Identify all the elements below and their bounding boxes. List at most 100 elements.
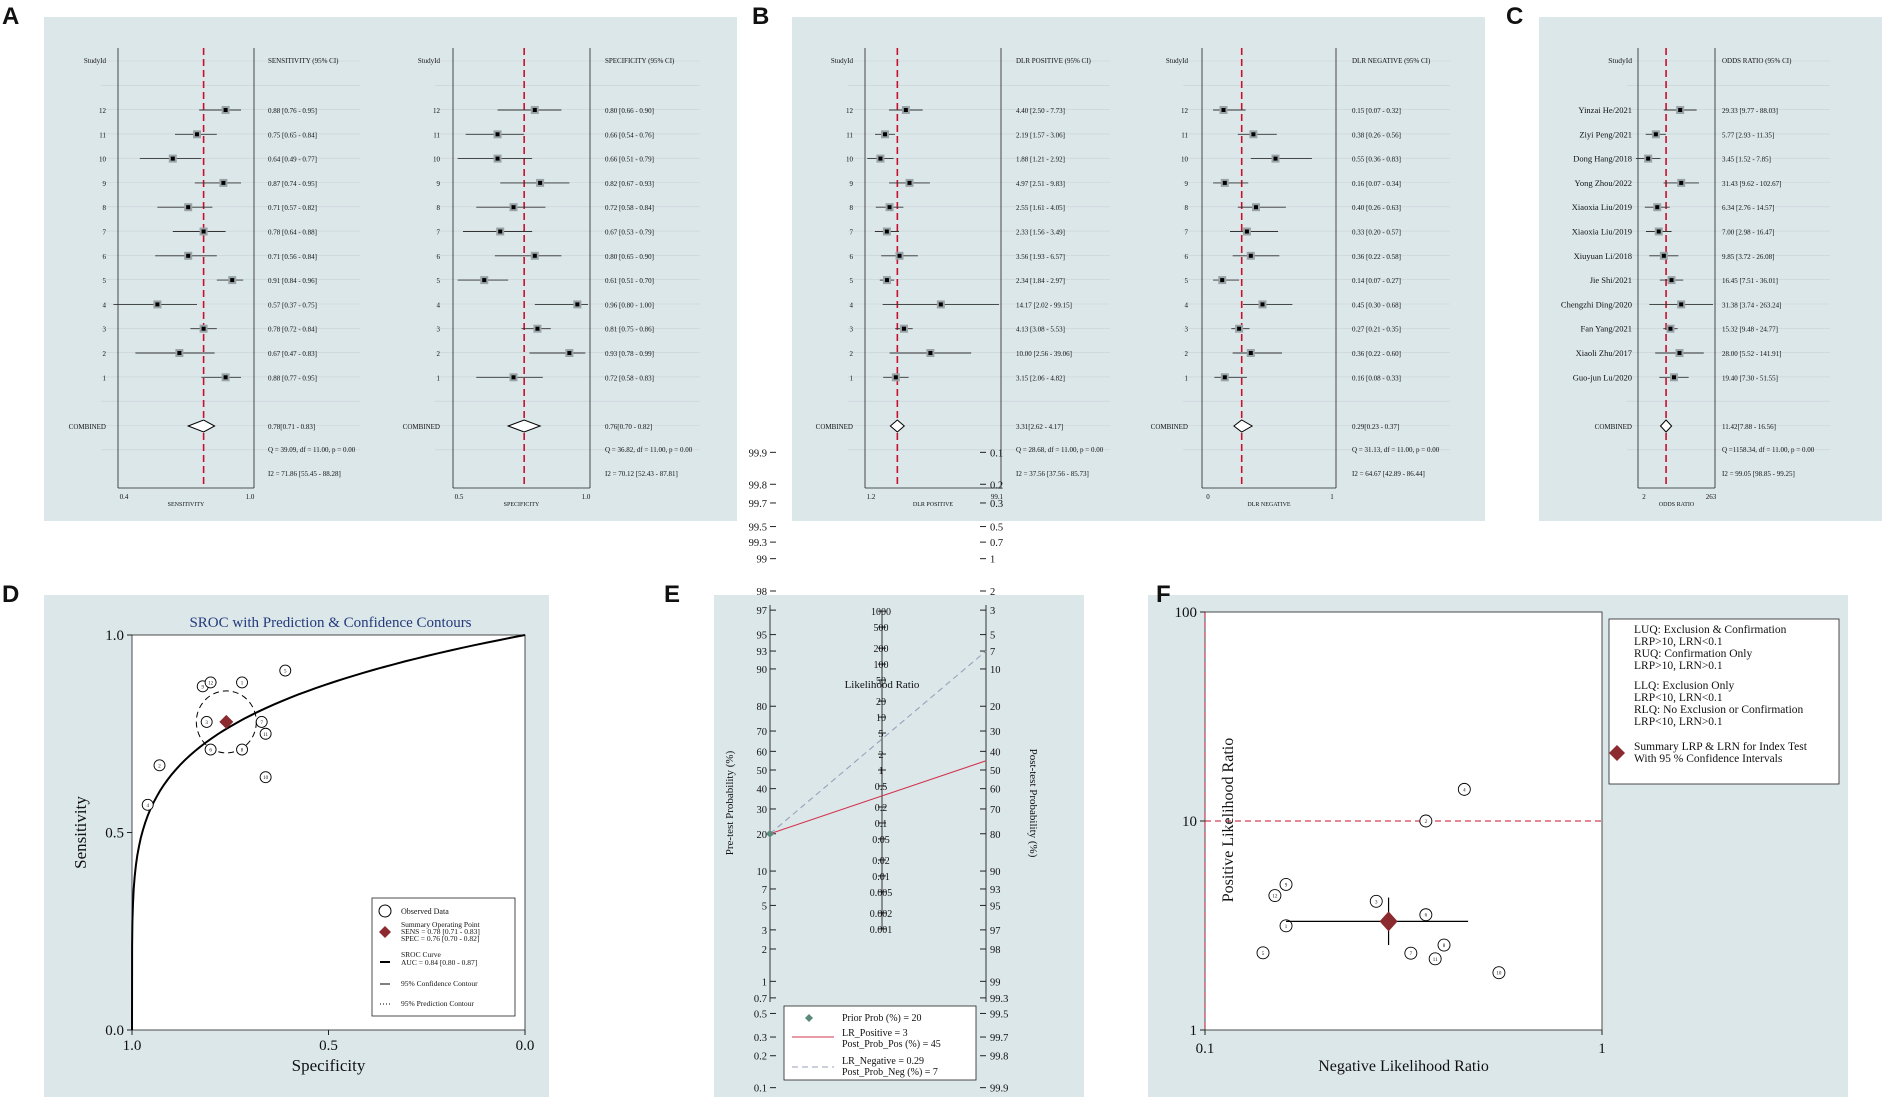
study-label: Fan Yang/2021 [1581,324,1632,334]
study-estimate-text: 0.27 [0.21 - 0.35] [1352,326,1401,334]
study-point [1653,132,1658,137]
combined-estimate-text: 0.78[0.71 - 0.83] [268,423,315,431]
study-estimate-text: 0.14 [0.07 - 0.27] [1352,277,1401,285]
point-label: 12 [208,681,214,686]
point-label: 1 [241,681,244,686]
legend-text: With 95 % Confidence Intervals [1634,753,1783,765]
pretest-tick-label: 5 [762,901,767,912]
lr-axis-title: Likelihood Ratio [845,679,920,691]
study-label: 4 [103,301,107,309]
study-point [1260,302,1265,307]
x-tick-label: 0 [1206,493,1210,501]
heterogeneity-q: Q = 36.82, df = 11.00, p = 0.00 [605,446,693,454]
lr-tick-label: 0.5 [875,782,888,793]
observed-point [259,727,272,740]
posttest-tick-label: 90 [990,867,1001,878]
study-label: 11 [99,131,106,139]
study-estimate-text: 0.78 [0.72 - 0.84] [268,326,317,334]
posttest-tick-label: 70 [990,805,1001,816]
lr-tick-label: 0.01 [872,872,890,883]
header-study-id: StudyId [418,57,441,65]
legend-lrp-text: LR_Positive = 3 [842,1028,908,1039]
header-study-id: StudyId [1608,56,1632,65]
posttest-tick-label: 2 [990,587,995,598]
study-label: 8 [103,204,107,212]
study-label: Xiaoli Zhu/2017 [1576,348,1632,358]
point-label: 4 [1463,788,1466,793]
study-label: 12 [99,107,107,115]
study-point [1656,229,1661,234]
heterogeneity-i2: I2 = 64.67 [42.89 - 86.44] [1352,470,1425,478]
posttest-tick-label: 99.5 [990,1009,1008,1020]
header-study-id: StudyId [1166,57,1189,65]
study-point [884,278,889,283]
study-point [482,278,487,283]
combined-label: COMBINED [69,423,106,431]
observed-point [204,676,217,689]
x-axis-label: DLR POSITIVE [913,502,954,508]
study-estimate-text: 4.40 [2.50 - 7.73] [1016,107,1065,115]
pretest-tick-label: 95 [757,631,768,642]
legend-lrn-text: LR_Negative = 0.29 [842,1056,924,1067]
pretest-tick-label: 90 [757,665,768,676]
study-label: 1 [103,374,107,382]
study-label: 10 [1181,156,1189,164]
observed-point [1457,782,1471,796]
forest-plot-odds-ratio: StudyId ODDS RATIO (95% CI) Yinzai He/2021… [1561,48,1830,508]
study-point [538,180,543,185]
point-label: 12 [1272,895,1278,900]
observed-point [236,743,248,756]
study-label: Xiaoxia Liu/2019 [1572,202,1632,212]
study-estimate-text: 0.87 [0.74 - 0.95] [268,180,317,188]
study-point [897,253,902,258]
legend-summary-marker [1609,745,1625,761]
study-estimate-text: 0.72 [0.58 - 0.84] [605,204,654,212]
legend-postp-text: Post_Prob_Pos (%) = 45 [842,1039,941,1050]
header-estimate: DLR POSITIVE (95% CI) [1016,57,1092,65]
study-point [221,180,226,185]
x-axis-label: SPECIFICITY [504,502,540,508]
heterogeneity-q: Q =1158.34, df = 11.00, p = 0.00 [1722,446,1815,454]
study-point [882,132,887,137]
pretest-tick-label: 1 [762,977,767,988]
study-point [1661,253,1666,258]
study-label: 11 [1181,131,1188,139]
pretest-tick-label: 20 [757,830,768,841]
study-label: 12 [433,107,441,115]
study-label: 4 [850,301,854,309]
pretest-tick-label: 99.9 [749,448,767,459]
study-label: 1 [1185,374,1189,382]
combined-label: COMBINED [816,423,853,431]
legend-text: SPEC = 0.76 [0.70 - 0.82] [401,934,479,943]
study-estimate-text: 5.77 [2.93 - 11.35] [1722,131,1774,139]
posttest-tick-label: 0.3 [990,499,1003,510]
observed-point [1279,878,1293,891]
pretest-tick-label: 0.7 [754,994,767,1005]
study-point [170,156,175,161]
posttest-tick-label: 93 [990,885,1001,896]
legend-text: SENS = 0.78 [0.71 - 0.83] [401,927,480,936]
study-estimate-text: 2.55 [1.61 - 4.05] [1016,204,1065,212]
study-label: 2 [103,350,107,358]
legend-text: RUQ: Confirmation Only [1634,648,1752,660]
legend-text: LRP>10, LRN<0.1 [1634,636,1723,648]
study-estimate-text: 0.91 [0.84 - 0.96] [268,277,317,285]
sroc-curve [131,634,526,1031]
header-estimate: SENSITIVITY (95% CI) [268,57,339,65]
study-point [223,375,228,380]
study-estimate-text: 4.97 [2.51 - 9.83] [1016,180,1065,188]
lr-tick-label: 0.1 [875,819,888,830]
combined-estimate-text: 0.29[0.23 - 0.37] [1352,423,1399,431]
study-label: Yinzai He/2021 [1578,105,1632,115]
study-point [1220,278,1225,283]
posttest-tick-label: 0.7 [990,538,1003,549]
summary-operating-point [219,714,234,729]
point-label: 6 [1425,914,1428,919]
legend-text: 95% Confidence Contour [401,979,478,988]
point-label: 11 [1433,958,1438,963]
posttest-tick-label: 99.9 [990,1084,1008,1095]
legend-text: LRP>10, LRN>0.1 [1634,660,1723,672]
study-point [1677,351,1682,355]
point-label: 8 [241,749,244,754]
observed-point [1256,946,1270,960]
